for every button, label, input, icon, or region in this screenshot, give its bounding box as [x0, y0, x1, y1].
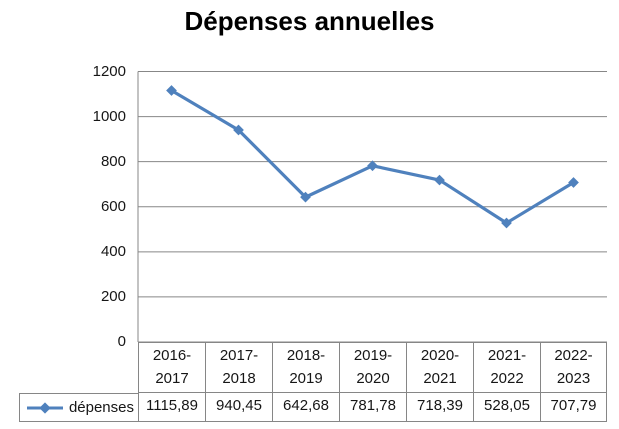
x-category-cell: 2018- 2019 [272, 342, 339, 393]
data-table-header-row: 2016- 2017 2017- 2018 2018- 2019 2019- 2020 2020… [138, 342, 607, 393]
x-category-line1: 2016- [152, 347, 192, 364]
value-cell: 1115,89 [138, 393, 205, 422]
chart-title: Dépenses annuelles [184, 6, 435, 36]
data-point-marker [434, 174, 445, 186]
x-category-line2: 2018 [222, 370, 256, 387]
x-category-line1: 2017- [219, 347, 259, 364]
data-table-value-row: dépenses 1115,89 940,45 642,68 781,78 718,39… [19, 393, 607, 422]
x-category-line1: 2019- [353, 347, 393, 364]
y-tick-label: 200 [100, 287, 126, 305]
x-category-line1: 2021- [487, 347, 527, 364]
value-cell: 707,79 [540, 393, 607, 422]
x-category-line2: 2019 [289, 370, 323, 387]
value-cell: 528,05 [473, 393, 540, 422]
x-category-cell: 2019- 2020 [339, 342, 406, 393]
value-cell: 718,39 [406, 393, 473, 422]
x-category-line1: 2020- [420, 347, 460, 364]
value-cell: 940,45 [205, 393, 272, 422]
y-tick-label: 1000 [92, 107, 126, 125]
x-category-line2: 2021 [423, 370, 457, 387]
x-category-line2: 2022 [490, 370, 524, 387]
x-category-cell: 2021- 2022 [473, 342, 540, 393]
x-category-cell: 2020- 2021 [406, 342, 473, 393]
x-category-cell: 2017- 2018 [205, 342, 272, 393]
x-category-line2: 2023 [556, 370, 591, 387]
value-cell: 781,78 [339, 393, 406, 422]
data-point-marker [300, 191, 311, 203]
y-tick-label: 0 [117, 333, 126, 350]
legend-cell: dépenses [19, 393, 138, 422]
x-category-line1: 2018- [286, 347, 326, 364]
y-tick-label: 600 [100, 197, 126, 215]
y-tick-label: 400 [100, 242, 126, 260]
data-point-marker [501, 217, 512, 229]
data-point-marker [166, 85, 177, 96]
x-category-line1: 2022- [554, 347, 593, 364]
value-cell: 642,68 [272, 393, 339, 422]
x-category-line2: 2017 [155, 370, 189, 387]
data-point-marker [367, 160, 378, 172]
x-category-line2: 2020 [356, 370, 390, 387]
series-legend-icon [26, 401, 64, 414]
x-category-cell: 2016- 2017 [138, 342, 205, 393]
y-tick-label: 1200 [92, 62, 126, 80]
legend-label: dépenses [68, 399, 134, 416]
y-tick-label: 800 [100, 152, 126, 170]
series-line [169, 88, 576, 225]
x-category-cell: 2022- 2023 [540, 342, 607, 393]
